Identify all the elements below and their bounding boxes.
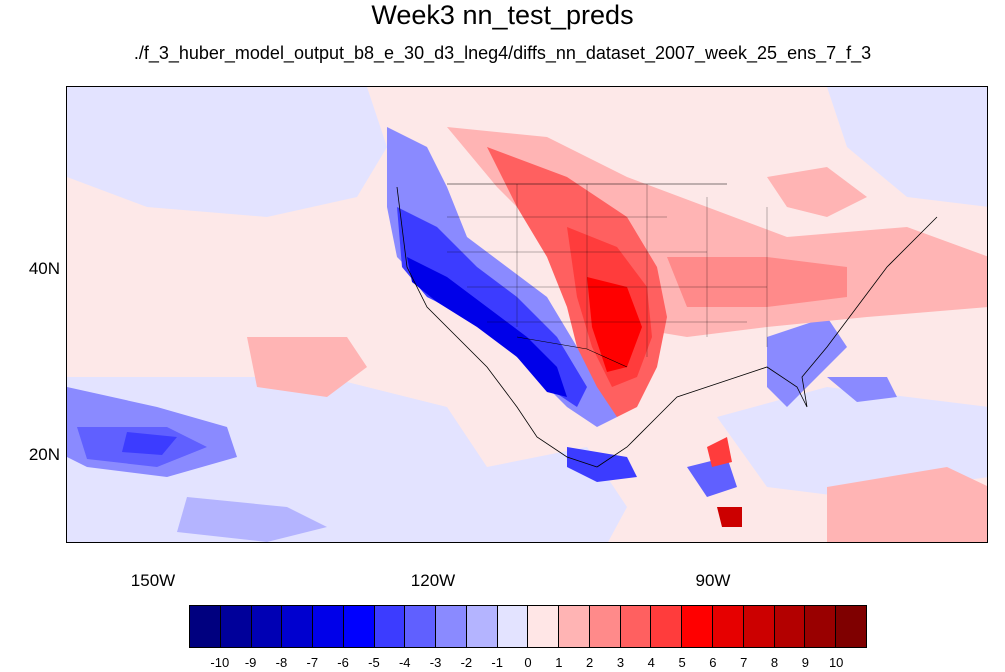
colorbar-labels: -10 -9 -8 -7 -6 -5 -4 -3 -2 -1 0 1 2 3 4 5 6 7 8 9 10 [189, 655, 867, 671]
colorbar-swatch [805, 606, 837, 647]
colorbar-swatch [713, 606, 744, 647]
colorbar-swatch [836, 606, 866, 647]
colorbar-swatch [282, 606, 314, 647]
colorbar-label: 8 [770, 655, 779, 670]
colorbar-swatch [589, 606, 621, 647]
light-red-region [767, 167, 867, 217]
colorbar-label: 0 [524, 655, 532, 670]
colorbar-label: -8 [275, 655, 288, 670]
map-subtitle: ./f_3_huber_model_output_b8_e_30_d3_lneg… [133, 43, 872, 63]
colorbar-swatch [313, 606, 344, 647]
colorbar-swatch [620, 606, 652, 647]
red-region [707, 437, 732, 467]
coastline [396, 186, 598, 468]
light-blue-region [717, 387, 987, 497]
lat-label-40n: 40N [28, 259, 60, 278]
blue-region [687, 457, 737, 497]
lon-label-150w: 150W [130, 571, 176, 590]
colorbar-label: -9 [244, 655, 257, 670]
light-blue-region [827, 87, 987, 207]
colorbar-label: -1 [491, 655, 503, 670]
blue-region [567, 447, 637, 482]
colorbar-label: 5 [678, 655, 686, 670]
colorbar-label: 9 [801, 655, 809, 670]
colorbar-swatch [528, 606, 560, 647]
colorbar-swatch [651, 606, 683, 647]
colorbar-label: -6 [337, 655, 349, 670]
colorbar-label: 3 [616, 655, 625, 670]
blue-region [767, 317, 847, 407]
colorbar-label: 6 [709, 655, 717, 670]
colorbar-label: -3 [429, 655, 442, 670]
coastline [596, 216, 938, 468]
colorbar-swatch [682, 606, 714, 647]
blue-region [122, 432, 177, 455]
colorbar-swatch [343, 606, 375, 647]
lat-label-20n: 20N [28, 445, 60, 464]
colorbar [189, 605, 867, 648]
colorbar-swatch [466, 606, 498, 647]
colorbar-label: 7 [740, 655, 748, 670]
anomaly-field [67, 87, 987, 542]
colorbar-label: 1 [555, 655, 563, 670]
blue-region [827, 377, 897, 402]
colorbar-label: 2 [586, 655, 594, 670]
colorbar-swatch [497, 606, 529, 647]
colorbar-label: -5 [368, 655, 380, 670]
colorbar-swatch [774, 606, 806, 647]
colorbar-swatch [190, 606, 221, 647]
colorbar-label: -10 [210, 655, 230, 670]
light-blue-region [67, 87, 387, 217]
light-red-region [447, 127, 987, 337]
lon-label-120w: 120W [410, 571, 456, 590]
red-region [587, 277, 642, 372]
blue-region [407, 257, 567, 397]
colorbar-label: -2 [460, 655, 473, 670]
colorbar-swatch [436, 606, 467, 647]
colorbar-swatch [251, 606, 283, 647]
lon-label-90w: 90W [695, 571, 731, 590]
colorbar-swatch [559, 606, 590, 647]
colorbar-swatch [743, 606, 775, 647]
colorbar-label: -4 [398, 655, 411, 670]
colorbar-label: -7 [306, 655, 319, 670]
red-region [717, 507, 742, 527]
map-plot-area [66, 86, 988, 543]
colorbar-swatch [220, 606, 252, 647]
colorbar-swatch [405, 606, 437, 647]
blue-region [177, 497, 327, 542]
colorbar-swatch [374, 606, 406, 647]
light-red-region [827, 467, 987, 542]
map-title: Week3 nn_test_preds [371, 0, 634, 30]
colorbar-label: 4 [647, 655, 655, 670]
colorbar-label: 10 [828, 655, 844, 670]
state-lines [447, 184, 768, 357]
red-region [667, 257, 847, 307]
light-red-region [247, 337, 367, 397]
